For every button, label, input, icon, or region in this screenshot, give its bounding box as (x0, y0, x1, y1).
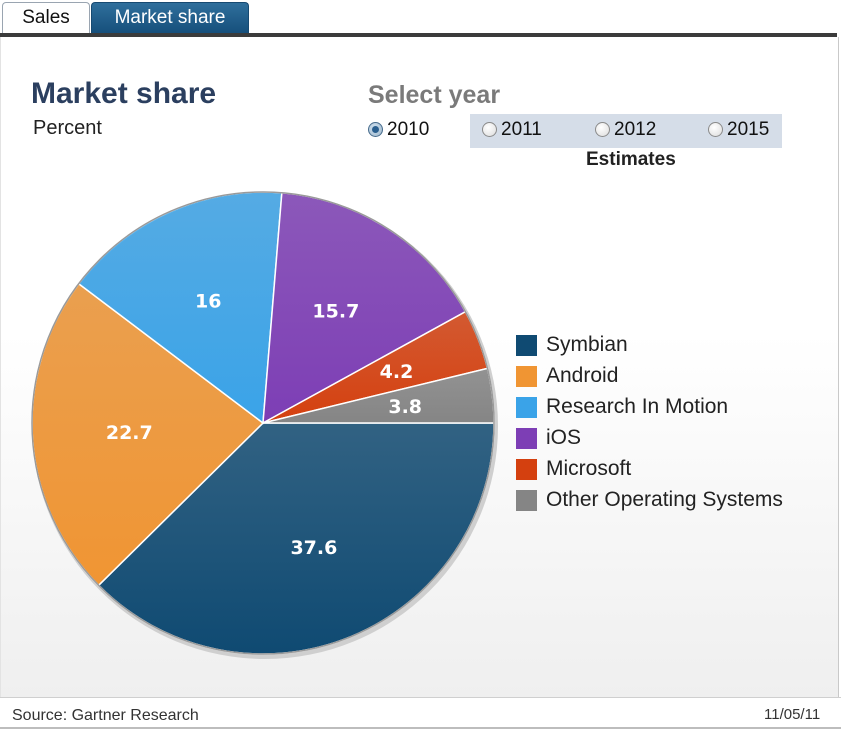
legend-swatch (516, 366, 537, 387)
radio-icon[interactable] (482, 122, 497, 137)
select-year-label: Select year (368, 81, 501, 109)
tab-sales[interactable]: Sales (2, 2, 90, 33)
footer-divider (0, 697, 841, 698)
legend-label: Research In Motion (546, 395, 729, 418)
estimates-highlight (470, 114, 782, 148)
radio-icon[interactable] (708, 122, 723, 137)
year-label: 2011 (501, 119, 542, 140)
chart-title: Market share (31, 77, 217, 110)
year-label: 2012 (614, 119, 657, 140)
tab-market-share[interactable]: Market share (91, 2, 249, 33)
chart-subtitle: Percent (33, 117, 102, 139)
legend-label: Other Operating Systems (546, 488, 783, 511)
legend-label: Android (546, 364, 619, 387)
legend-label: Microsoft (546, 457, 632, 480)
pie-data-label: 16 (195, 291, 221, 313)
legend-swatch (516, 335, 537, 356)
pie-data-label: 4.2 (380, 361, 414, 383)
legend-label: iOS (546, 426, 582, 449)
legend-swatch (516, 397, 537, 418)
date-stamp: 11/05/11 (764, 706, 821, 723)
pie-data-label: 22.7 (106, 422, 153, 444)
bottom-border (0, 727, 841, 729)
tab-bar: Sales Market share (0, 0, 841, 40)
year-label: 2015 (727, 119, 770, 140)
radio-selected-icon[interactable] (368, 122, 383, 137)
source-note: Source: Gartner Research (12, 707, 199, 724)
year-label: 2010 (387, 119, 430, 140)
pie-data-label: 3.8 (388, 396, 422, 418)
legend-swatch (516, 490, 537, 511)
pie-rim (31, 191, 495, 655)
estimates-label: Estimates (586, 149, 676, 170)
pie-data-label: 37.6 (290, 537, 337, 559)
pie-data-label: 15.7 (312, 301, 359, 323)
legend-swatch (516, 459, 537, 480)
legend-label: Symbian (546, 333, 628, 356)
legend-swatch (516, 428, 537, 449)
tab-divider (0, 33, 837, 37)
radio-icon[interactable] (595, 122, 610, 137)
